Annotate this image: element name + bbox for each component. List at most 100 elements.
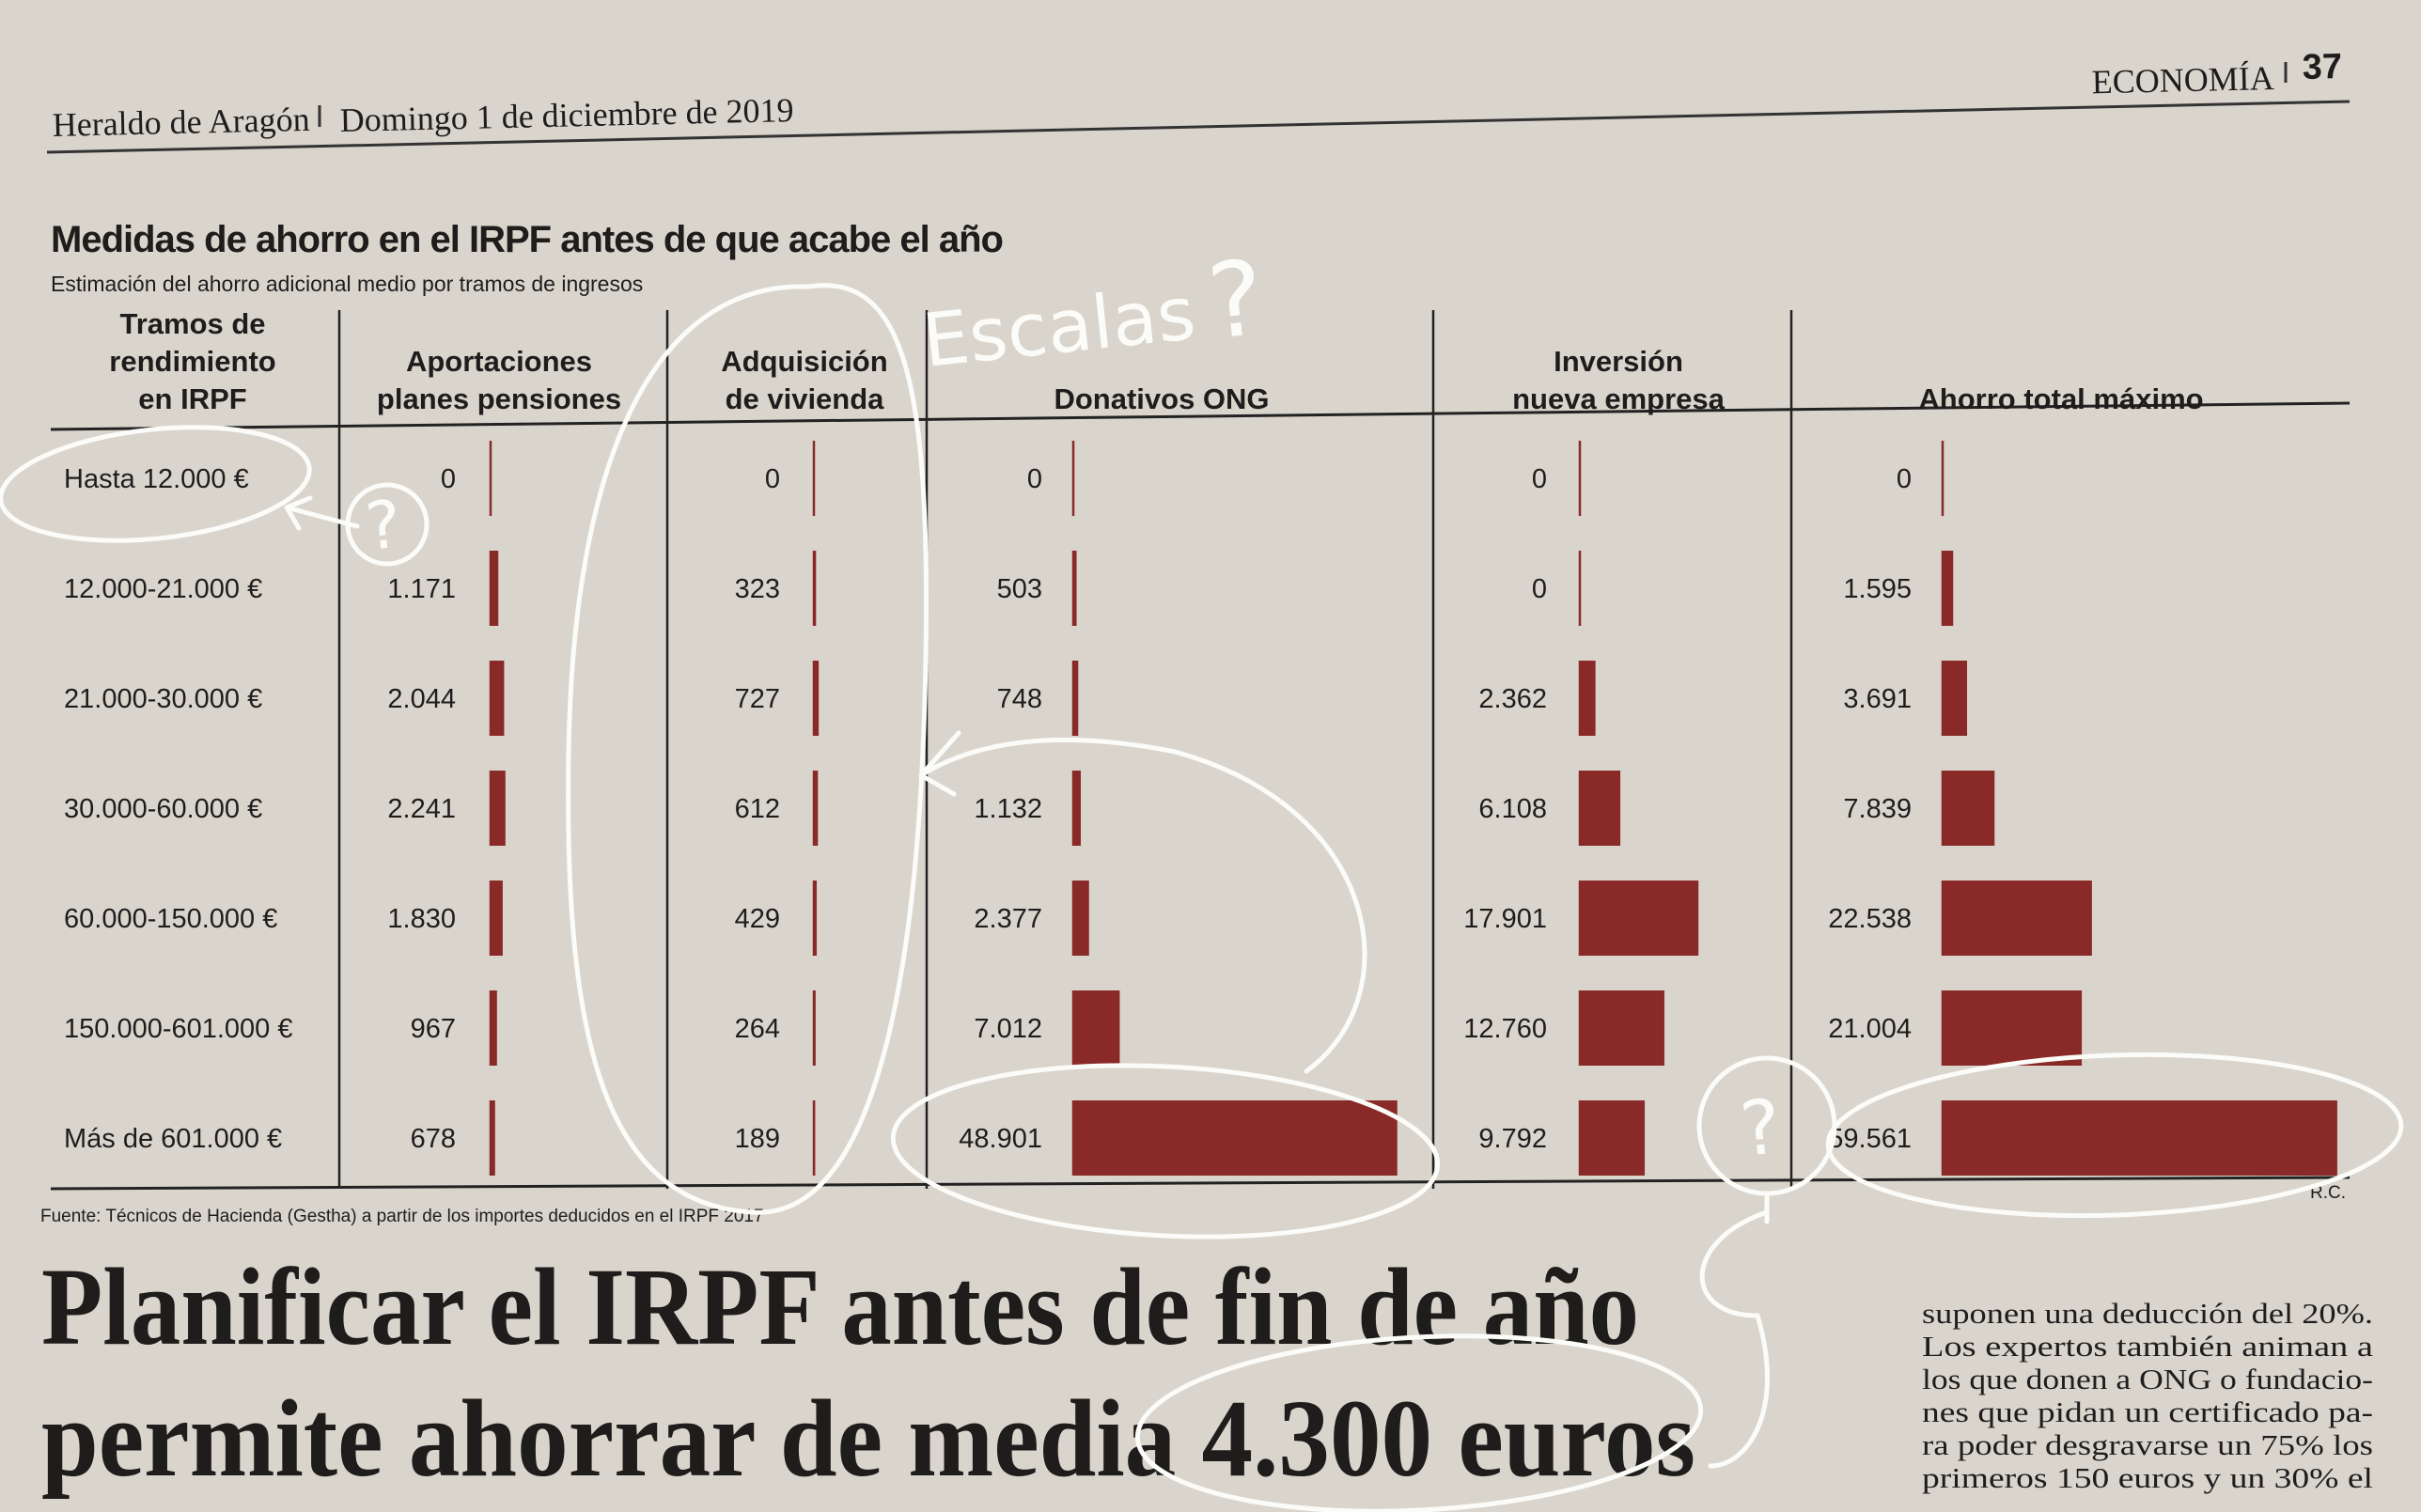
annotation-ellipse [1825,1052,2404,1219]
annotation-text: ? [362,485,405,565]
body-text: primeros 150 euros y un 30% el [1922,1461,2373,1494]
bar [1943,661,1968,736]
content: Heraldo de Aragón Domingo 1 de diciembre … [40,47,2373,1500]
column-header: rendimiento [109,345,275,378]
value-label: 612 [735,794,780,824]
bottom-rule [50,1176,2351,1191]
value-label: 0 [1532,574,1547,604]
column-header: Inversión [1554,345,1683,378]
row-label: 150.000-601.000 € [64,1014,293,1044]
value-label: 21.004 [1828,1014,1912,1044]
bar [491,661,505,736]
bar [1073,661,1079,736]
annotation-text: ? [1202,237,1269,362]
value-label: 1.830 [387,904,456,934]
bar [491,771,506,846]
column-header: nueva empresa [1512,382,1725,415]
credit: R.C. [2310,1183,2346,1203]
bar [1943,881,2092,956]
section: ECONOMÍA [2091,59,2274,101]
bar [1943,1100,2337,1176]
value-label: 0 [1532,464,1547,494]
bar [1943,551,1954,626]
source: Fuente: Técnicos de Hacienda (Gestha) a … [40,1207,764,1226]
value-label: 6.108 [1478,794,1547,824]
date: Domingo 1 de diciembre de 2019 [339,91,794,139]
annotation-ellipse [1134,1333,1704,1512]
column-header: de vivienda [726,382,885,415]
annotation-ellipse [890,1063,1441,1239]
row-label: 30.000-60.000 € [64,794,262,824]
column-header: Tramos de [119,307,265,340]
row-label: Hasta 12.000 € [64,464,249,494]
value-label: 429 [735,904,780,934]
value-label: 2.362 [1478,684,1547,714]
headline: permite ahorrar de media 4.300 euros [41,1377,1695,1500]
column-header: Aportaciones [406,345,592,378]
bar [491,990,497,1066]
row-label: Más de 601.000 € [64,1124,282,1154]
value-label: 323 [735,574,780,604]
column-header: planes pensiones [377,382,621,415]
bar [814,881,818,956]
value-label: 7.012 [974,1014,1042,1044]
annotation-curve [918,730,1367,1074]
graphic-subtitle: Estimación del ahorro adicional medio po… [51,272,643,296]
bar [1943,990,2083,1066]
column-header: Adquisición [721,345,887,378]
bar [1073,881,1089,956]
value-label: 17.901 [1463,904,1547,934]
value-label: 2.377 [974,904,1042,934]
row-label: 60.000-150.000 € [64,904,277,934]
body-text: Los expertos también animan a [1922,1330,2373,1363]
value-label: 2.044 [387,684,456,714]
annotation-ellipse [0,425,312,543]
value-label: 264 [735,1014,780,1044]
body-text: suponen una deducción del 20%. [1922,1297,2373,1330]
annotation-text: ? [1736,1083,1785,1174]
bar [491,881,503,956]
value-label: 678 [411,1124,456,1154]
graphic-title: Medidas de ahorro en el IRPF antes de qu… [51,219,1003,260]
value-label: 1.132 [974,794,1042,824]
bar [1580,1100,1646,1176]
value-label: 1.171 [387,574,456,604]
bar [814,771,819,846]
value-label: 12.760 [1463,1014,1547,1044]
value-label: 0 [1027,464,1042,494]
row-label: 21.000-30.000 € [64,684,262,714]
annotation-circle [345,482,430,567]
annotation-ellipse [566,283,929,1215]
bar [1073,551,1077,626]
header-rule [50,401,2351,431]
bar [1073,1100,1398,1176]
column-header: en IRPF [138,382,246,415]
publication: Heraldo de Aragón [52,101,310,144]
value-label: 22.538 [1828,904,1912,934]
value-label: 967 [411,1014,456,1044]
value-label: 0 [765,464,780,494]
annotation-curve [1699,1191,1770,1469]
column-header: Donativos ONG [1054,382,1269,415]
value-label: 1.595 [1843,574,1912,604]
bar [814,990,816,1066]
headline: Planificar el IRPF antes de fin de año [41,1245,1639,1368]
value-label: 727 [735,684,780,714]
row-label: 12.000-21.000 € [64,574,262,604]
column-header: Ahorro total máximo [1918,382,2203,415]
header-rule [46,100,2351,154]
value-label: 7.839 [1843,794,1912,824]
bar [1943,771,1995,846]
value-label: 0 [1897,464,1912,494]
body-text: nes que pidan un certificado pa- [1922,1395,2373,1428]
value-label: 2.241 [387,794,456,824]
bar [1580,990,1664,1066]
value-label: 503 [997,574,1042,604]
value-label: 3.691 [1843,684,1912,714]
bar [814,1100,816,1176]
value-label: 48.901 [959,1124,1042,1154]
bar [1073,771,1081,846]
bar [1580,661,1596,736]
